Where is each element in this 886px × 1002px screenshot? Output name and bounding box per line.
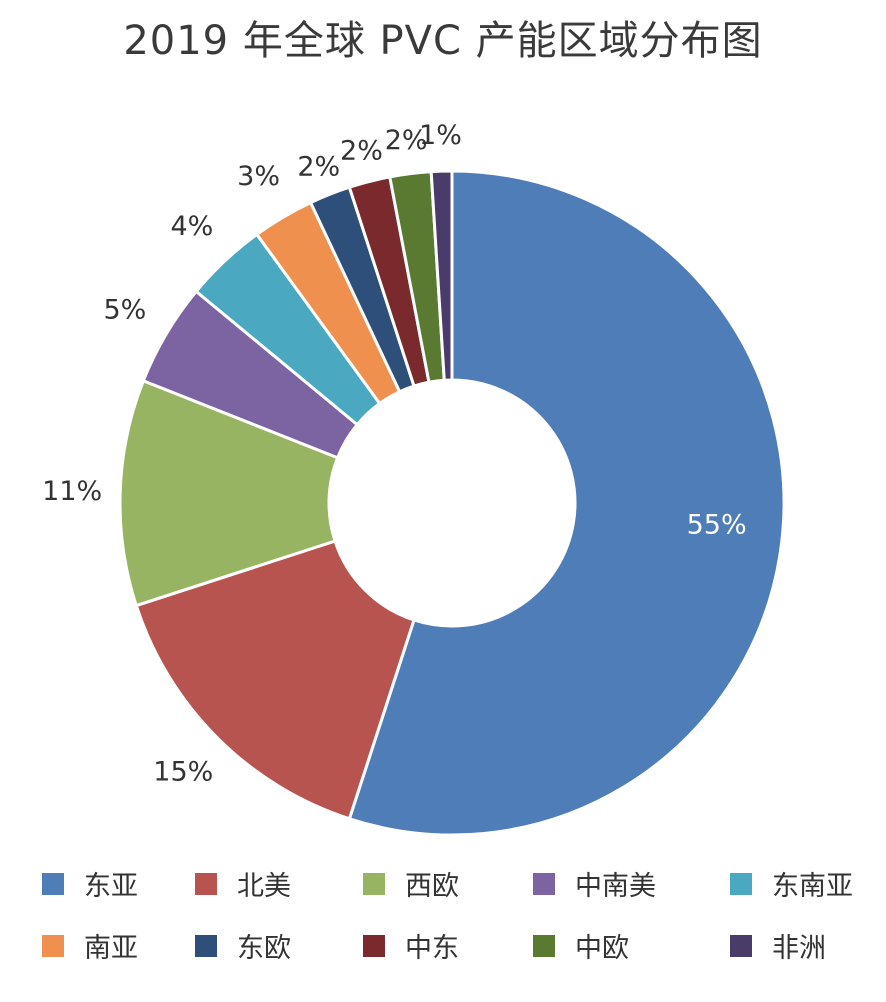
data-label-2: 15% bbox=[153, 757, 213, 788]
legend-swatch bbox=[533, 934, 555, 957]
legend-label: 中南美 bbox=[575, 871, 656, 902]
donut-chart: 55%15%11%5%4%3% 2%2% 2%1% bbox=[42, 120, 786, 837]
legend-swatch bbox=[363, 872, 385, 895]
data-label-6: 3% bbox=[237, 161, 280, 192]
legend-item-5: 东南亚 bbox=[730, 864, 853, 903]
legend-item-7: 东欧 bbox=[195, 926, 291, 965]
legend-item-2: 北美 bbox=[195, 864, 291, 903]
legend: 东亚 北美 西欧 中南美 东南亚南亚 东欧 中东 中欧 非洲 bbox=[0, 856, 886, 986]
legend-label: 中欧 bbox=[575, 933, 629, 964]
pie-slice-2 bbox=[134, 539, 416, 821]
legend-label: 非洲 bbox=[772, 933, 826, 964]
data-label-1: 55% bbox=[687, 509, 747, 540]
legend-label: 中东 bbox=[405, 933, 459, 964]
legend-label: 南亚 bbox=[84, 933, 138, 964]
data-label-9: 2% bbox=[385, 125, 428, 156]
pie-slice-1 bbox=[347, 169, 786, 837]
legend-item-9: 中欧 bbox=[533, 926, 629, 965]
legend-label: 东亚 bbox=[84, 871, 138, 902]
legend-swatch bbox=[363, 934, 385, 957]
legend-item-1: 东亚 bbox=[42, 864, 138, 903]
legend-label: 东欧 bbox=[237, 933, 291, 964]
data-label-3: 11% bbox=[42, 476, 102, 507]
legend-swatch bbox=[42, 934, 64, 957]
chart-title: 2019 年全球 PVC 产能区域分布图 bbox=[123, 18, 763, 64]
legend-swatch bbox=[533, 872, 555, 895]
legend-swatch bbox=[195, 934, 217, 957]
legend-item-10: 非洲 bbox=[730, 926, 826, 965]
legend-swatch bbox=[195, 872, 217, 895]
legend-label: 北美 bbox=[237, 871, 291, 902]
legend-label: 西欧 bbox=[405, 871, 459, 902]
legend-item-8: 中东 bbox=[363, 926, 459, 965]
data-label-8: 2% bbox=[340, 135, 383, 166]
data-label-7: 2% bbox=[297, 151, 340, 182]
legend-label: 东南亚 bbox=[772, 871, 853, 902]
data-label-10: 1% bbox=[419, 120, 462, 151]
legend-swatch bbox=[42, 872, 64, 895]
data-label-5: 4% bbox=[170, 211, 213, 242]
legend-item-3: 西欧 bbox=[363, 864, 459, 903]
legend-swatch bbox=[730, 934, 752, 957]
legend-swatch bbox=[730, 872, 752, 895]
legend-item-6: 南亚 bbox=[42, 926, 138, 965]
legend-item-4: 中南美 bbox=[533, 864, 656, 903]
pie-slice-10 bbox=[429, 169, 454, 382]
data-label-4: 5% bbox=[103, 295, 146, 326]
